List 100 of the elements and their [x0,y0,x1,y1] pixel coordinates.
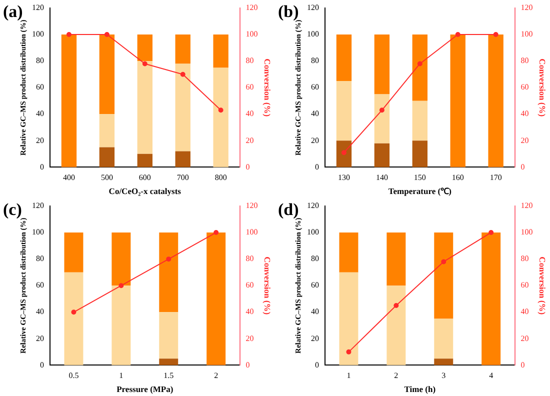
chart-title: (b) [278,2,299,21]
bar [159,312,178,359]
bar [206,232,226,366]
y2-tick-label: 40 [520,307,529,316]
y2-tick-label: 80 [246,56,254,66]
x-tick-label: 400 [62,173,75,182]
y-tick-label: 20 [311,136,319,145]
y-tick-label: 60 [311,82,319,92]
y-tick-label: 80 [36,56,44,66]
point [379,108,384,113]
y2-tick-label: 20 [246,136,254,145]
y2-tick-label: 120 [520,3,533,12]
bar [64,272,84,366]
y-tick-label: 100 [307,30,319,39]
y2-tick-label: 100 [246,228,258,237]
y2-tick-label: 0 [520,360,525,370]
bar [159,232,178,312]
x-tick-label: 2 [214,371,218,380]
x-tick-label: 3 [442,371,446,380]
y-tick-label: 60 [36,280,44,290]
y2-tick-label: 20 [520,136,529,145]
point [104,32,110,38]
point [394,303,399,308]
y2-tick-label: 40 [246,307,254,316]
x-tick-label: 700 [176,173,189,182]
y2-tick-label: 120 [246,201,258,210]
x-tick-label: 1.5 [164,371,174,380]
bar [336,80,352,141]
bar [450,34,466,168]
y2-axis-title: Conversion (%) [538,58,548,117]
chart-title: (a) [3,2,23,21]
x-tick-label: 500 [100,173,113,182]
bar [175,151,190,168]
x-tick-label: 0.5 [68,371,79,380]
y-tick-label: 100 [307,228,319,237]
y2-tick-label: 0 [520,162,525,172]
bar [336,140,352,168]
y2-tick-label: 60 [520,82,529,92]
point [341,150,346,156]
y2-tick-label: 100 [520,228,533,237]
point [441,259,446,264]
y-tick-label: 120 [307,201,319,210]
bar [99,114,115,148]
bar [374,34,390,94]
bar [488,34,504,168]
y2-tick-label: 20 [246,334,254,343]
y-tick-label: 80 [36,254,44,264]
bar [175,34,190,64]
y-tick-label: 120 [307,3,319,12]
point [71,310,76,315]
y2-tick-label: 100 [246,30,258,39]
point [218,108,224,113]
y-tick-label: 0 [40,162,44,172]
x-tick-label: 150 [414,173,426,182]
bar [159,358,178,366]
point [214,230,219,236]
point [166,256,172,262]
bar [482,232,501,366]
bar [137,154,152,168]
y-tick-label: 0 [315,162,319,172]
bar [112,286,131,366]
point [493,32,498,38]
bar [434,232,454,319]
y2-tick-label: 60 [246,280,254,290]
bar [336,34,352,81]
y-tick-label: 20 [311,334,319,343]
x-tick-label: 2 [394,371,398,380]
x-tick-label: 600 [138,173,151,182]
bar [374,143,390,168]
bar [434,358,454,366]
point [66,32,72,38]
x-axis-title: Temperature (℃) [388,186,452,196]
y-tick-label: 40 [311,307,319,316]
y-tick-label: 80 [311,56,319,66]
y-tick-label: 100 [32,30,44,39]
bar [412,34,428,101]
x-axis-title: Time (h) [404,384,436,394]
y2-tick-label: 0 [246,360,250,370]
bar [99,147,115,168]
point [142,61,148,66]
y-tick-label: 0 [315,360,319,370]
point [346,349,352,354]
chart-title: (c) [3,200,22,219]
point [455,32,460,38]
x-axis-title: Co/CeO₂-x catalysts [108,186,182,196]
bar [412,100,428,141]
y2-tick-label: 40 [520,109,529,118]
x-tick-label: 170 [490,173,502,182]
x-tick-label: 1 [119,371,124,380]
y2-axis-title: Conversion (%) [538,256,548,315]
y-tick-label: 40 [36,109,44,118]
x-tick-label: 4 [489,371,494,380]
y2-tick-label: 100 [520,30,533,39]
bar [386,232,406,286]
y2-axis-title: Conversion (%) [262,256,273,315]
y-tick-label: 100 [32,228,44,237]
y2-tick-label: 0 [246,162,250,172]
bar [339,272,358,366]
point [417,61,422,66]
y2-tick-label: 80 [520,56,529,66]
